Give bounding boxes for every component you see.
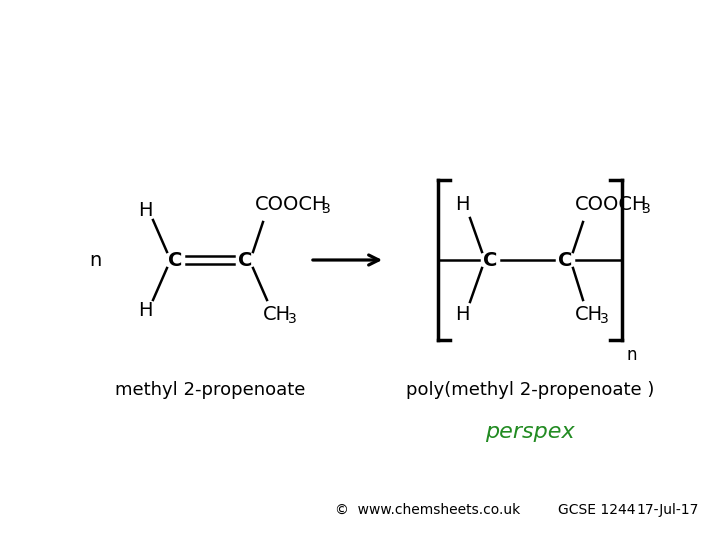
- Text: 3: 3: [288, 312, 297, 326]
- Text: 3: 3: [322, 202, 330, 216]
- Text: 17-Jul-17: 17-Jul-17: [636, 503, 698, 517]
- Text: H: H: [455, 306, 469, 325]
- Text: CH: CH: [575, 306, 603, 325]
- Text: H: H: [138, 300, 152, 320]
- Text: COOCH: COOCH: [255, 195, 328, 214]
- Text: GCSE 1244: GCSE 1244: [558, 503, 636, 517]
- Text: C: C: [238, 251, 252, 269]
- Text: ©  www.chemsheets.co.uk: © www.chemsheets.co.uk: [335, 503, 521, 517]
- Text: n: n: [627, 346, 637, 364]
- Text: H: H: [455, 195, 469, 214]
- Text: C: C: [168, 251, 182, 269]
- Text: 3: 3: [642, 202, 651, 216]
- Text: n: n: [89, 251, 101, 269]
- Text: perspex: perspex: [485, 422, 575, 442]
- Text: C: C: [483, 251, 498, 269]
- Text: H: H: [138, 200, 152, 219]
- Text: 3: 3: [600, 312, 608, 326]
- Text: C: C: [558, 251, 572, 269]
- Text: poly(methyl 2-propenoate ): poly(methyl 2-propenoate ): [406, 381, 654, 399]
- Text: CH: CH: [263, 306, 291, 325]
- Text: methyl 2-propenoate: methyl 2-propenoate: [114, 381, 305, 399]
- Text: COOCH: COOCH: [575, 195, 647, 214]
